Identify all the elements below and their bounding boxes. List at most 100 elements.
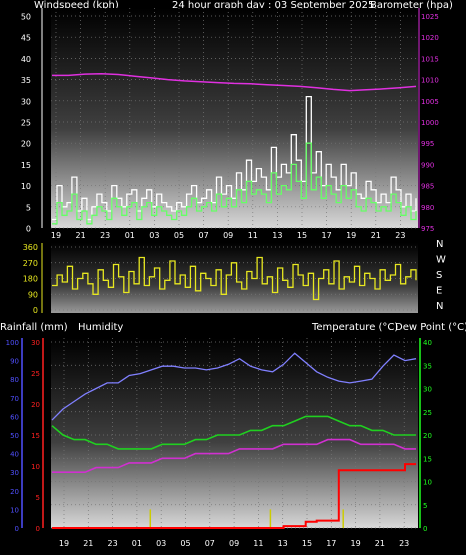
humidity-tick-label: 60 xyxy=(10,413,19,421)
wind-time-label: 21 xyxy=(76,231,86,240)
wind-tick-label: 25 xyxy=(21,119,31,128)
rain-time-label: 17 xyxy=(326,539,336,548)
barometer-tick-label: 995 xyxy=(421,140,434,148)
humidity-tick-label: 30 xyxy=(10,469,19,477)
compass-label: W xyxy=(436,255,446,266)
temperature-line xyxy=(51,415,416,450)
compass-label: S xyxy=(436,270,442,281)
humidity-tick-label: 90 xyxy=(10,358,19,366)
humidity-line xyxy=(51,352,417,421)
barometer-tick-label: 980 xyxy=(421,204,434,212)
wind-tick-label: 40 xyxy=(21,55,31,64)
rain-time-label: 23 xyxy=(399,539,409,548)
humidity-tick-label: 10 xyxy=(10,506,19,514)
barometer-tick-label: 1015 xyxy=(421,55,439,63)
rain-time-label: 21 xyxy=(375,539,385,548)
humidity-label: Humidity xyxy=(78,322,124,333)
humidity-tick-label: 20 xyxy=(10,488,19,496)
compass-label: N xyxy=(436,239,443,250)
direction-tick-label: 90 xyxy=(28,290,38,299)
wind-tick-label: 15 xyxy=(21,161,31,170)
rain-plot-background xyxy=(51,338,418,528)
wind-time-label: 23 xyxy=(395,231,405,240)
humidity-tick-label: 100 xyxy=(6,339,19,347)
direction-tick-label: 180 xyxy=(23,275,38,284)
barometer-label: Barometer (hpa) xyxy=(370,0,453,11)
wind-tick-label: 45 xyxy=(21,34,31,43)
dewpoint-label: Dew Point (°C) xyxy=(395,322,466,333)
temperature-tick-label: 5 xyxy=(423,502,427,510)
windspeed-label: Windspeed (kph) xyxy=(34,0,119,11)
rain-time-label: 03 xyxy=(156,539,166,548)
rain-tick-label: 15 xyxy=(31,432,40,440)
humidity-tick-label: 0 xyxy=(15,525,19,533)
rain-time-label: 01 xyxy=(132,539,142,548)
rain-time-label: 15 xyxy=(302,539,312,548)
wind-time-label: 21 xyxy=(371,231,381,240)
rain-tick-label: 10 xyxy=(31,463,40,471)
wind-time-label: 13 xyxy=(272,231,282,240)
wind-speed-line xyxy=(52,142,417,225)
humidity-tick-label: 70 xyxy=(10,395,19,403)
rain-time-label: 05 xyxy=(180,539,190,548)
barometer-tick-label: 1025 xyxy=(421,13,439,21)
wind-tick-label: 5 xyxy=(26,203,31,212)
temperature-tick-label: 0 xyxy=(423,525,427,533)
rain-time-label: 13 xyxy=(278,539,288,548)
direction-tick-label: 0 xyxy=(33,306,38,315)
dewpoint-line xyxy=(52,438,416,474)
humidity-tick-label: 80 xyxy=(10,376,19,384)
barometer-tick-label: 990 xyxy=(421,161,434,169)
wind-time-label: 05 xyxy=(174,231,184,240)
wind-tick-label: 0 xyxy=(26,225,31,234)
wind-direction-line xyxy=(52,256,417,301)
wind-time-label: 17 xyxy=(322,231,332,240)
barometer-tick-label: 985 xyxy=(421,183,434,191)
barometer-tick-label: 1020 xyxy=(421,34,439,42)
rain-tick-label: 30 xyxy=(31,339,40,347)
wind-time-label: 01 xyxy=(125,231,135,240)
graph-title: 24 hour graph day : 03 September 2025 xyxy=(172,0,375,11)
direction-plot-background xyxy=(51,243,418,313)
humidity-tick-label: 40 xyxy=(10,451,19,459)
rain-time-label: 09 xyxy=(229,539,239,548)
temperature-label: Temperature (°C) xyxy=(312,322,399,333)
compass-label: N xyxy=(436,301,443,312)
rain-time-label: 19 xyxy=(59,539,69,548)
wind-tick-label: 30 xyxy=(21,97,31,106)
direction-tick-label: 360 xyxy=(23,243,38,252)
compass-label: E xyxy=(436,286,442,297)
wind-time-label: 19 xyxy=(346,231,356,240)
barometer-tick-label: 1005 xyxy=(421,98,439,106)
temperature-tick-label: 10 xyxy=(423,479,432,487)
rain-tick-label: 5 xyxy=(36,494,40,502)
temperature-tick-label: 35 xyxy=(423,362,432,370)
barometer-tick-label: 975 xyxy=(421,225,434,233)
temperature-tick-label: 25 xyxy=(423,409,432,417)
barometer-tick-label: 1000 xyxy=(421,119,439,127)
wind-tick-label: 10 xyxy=(21,182,31,191)
temperature-tick-label: 15 xyxy=(423,455,432,463)
barometer-tick-label: 1010 xyxy=(421,77,439,85)
wind-time-label: 07 xyxy=(199,231,209,240)
rainfall-label: Rainfall (mm) xyxy=(0,322,68,333)
direction-tick-label: 270 xyxy=(23,259,38,268)
rain-tick-label: 25 xyxy=(31,370,40,378)
temperature-tick-label: 40 xyxy=(423,339,432,347)
wind-plot-background xyxy=(51,8,418,228)
rain-tick-label: 20 xyxy=(31,401,40,409)
wind-time-label: 15 xyxy=(297,231,307,240)
rainfall-line xyxy=(52,463,416,529)
wind-tick-label: 50 xyxy=(21,13,31,22)
wind-tick-label: 35 xyxy=(21,76,31,85)
temperature-tick-label: 30 xyxy=(423,386,432,394)
rain-tick-label: 0 xyxy=(36,525,40,533)
rain-time-label: 19 xyxy=(351,539,361,548)
wind-tick-label: 20 xyxy=(21,140,31,149)
wind-time-label: 11 xyxy=(248,231,258,240)
rain-time-label: 23 xyxy=(108,539,118,548)
temperature-tick-label: 20 xyxy=(423,432,432,440)
wind-time-label: 19 xyxy=(51,231,61,240)
rain-time-label: 07 xyxy=(205,539,215,548)
